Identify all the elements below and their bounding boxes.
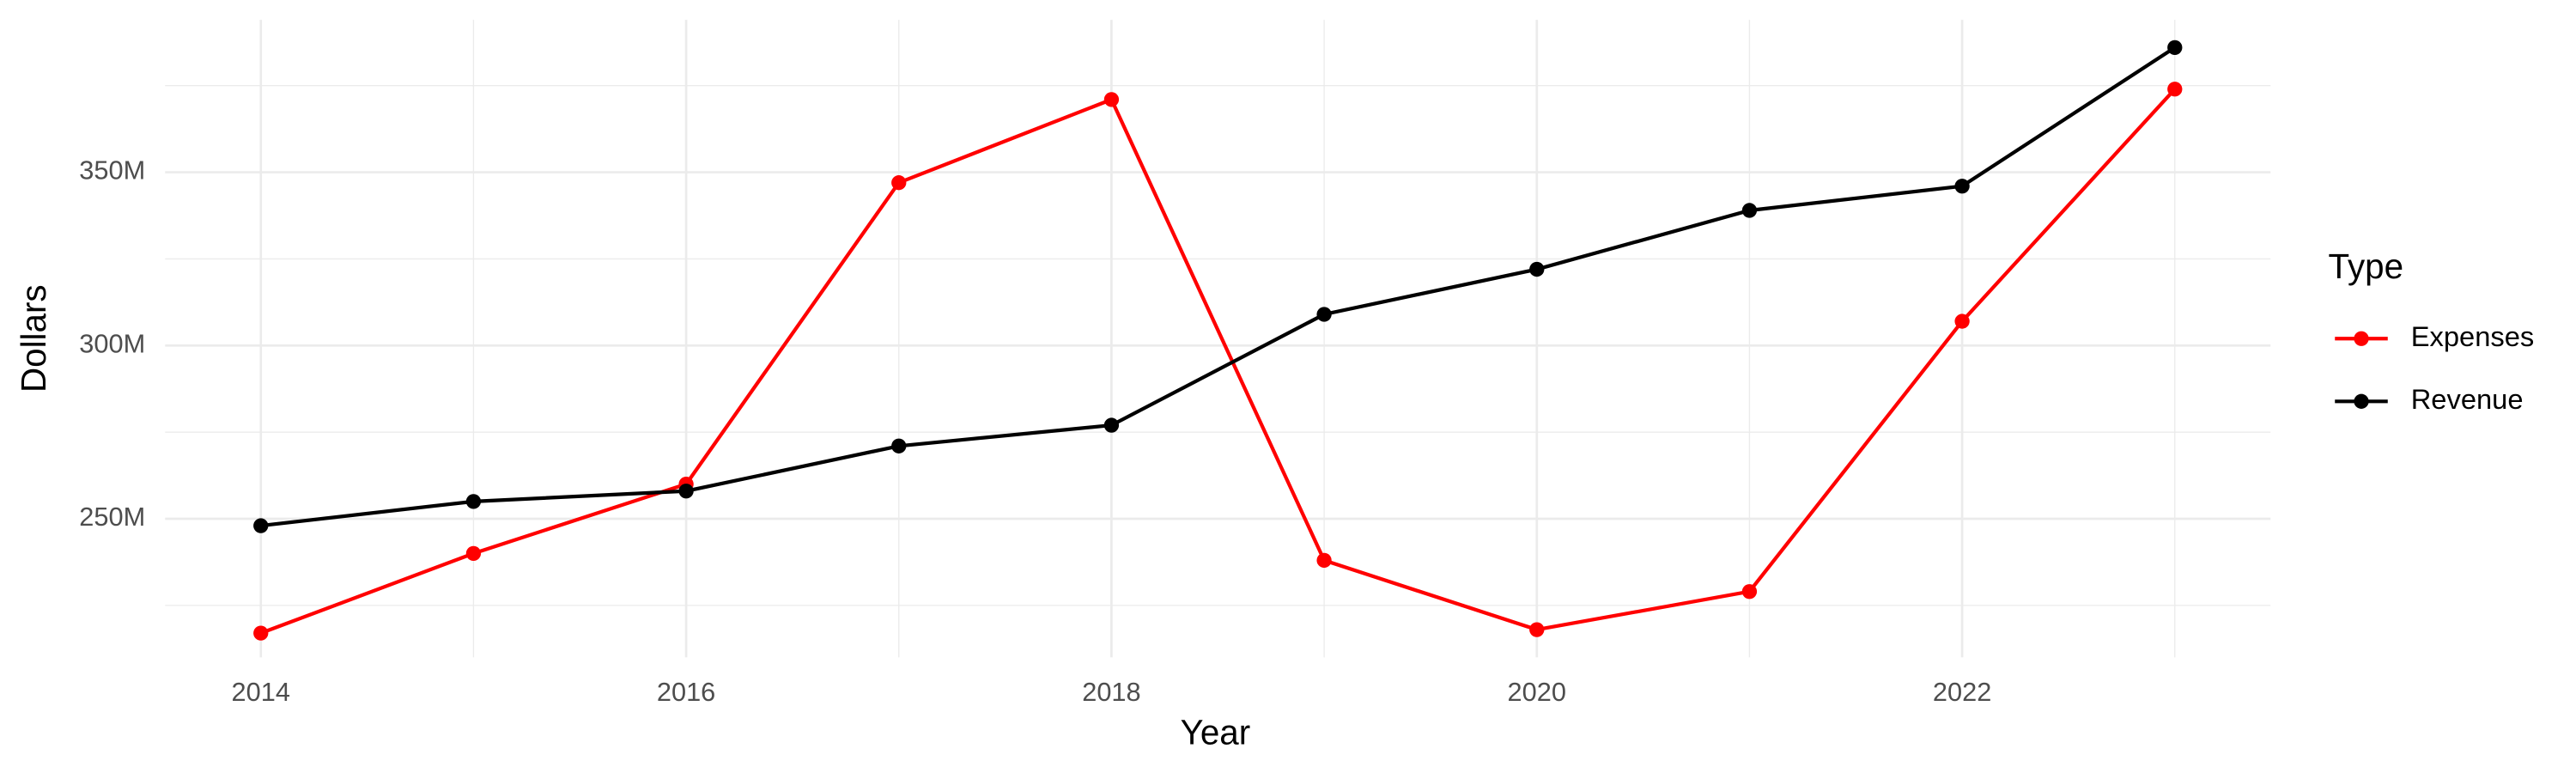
- data-point: [465, 545, 482, 562]
- data-point: [1316, 307, 1332, 322]
- data-point: [891, 175, 907, 191]
- legend-label: Revenue: [2411, 383, 2524, 415]
- data-point: [891, 438, 907, 453]
- data-point: [1741, 203, 1758, 218]
- data-point: [1529, 622, 1545, 637]
- data-point: [678, 484, 694, 499]
- y-axis-title: Dollars: [14, 284, 53, 393]
- data-point: [2167, 40, 2183, 56]
- y-tick-label: 250M: [79, 502, 145, 532]
- data-point: [1741, 584, 1758, 600]
- legend-title: Type: [2329, 247, 2404, 286]
- series-line: [260, 46, 2176, 528]
- x-axis-title: Year: [1181, 712, 1251, 752]
- x-tick-label: 2018: [1082, 677, 1140, 707]
- x-tick-label: 2014: [232, 677, 290, 707]
- data-point: [1316, 552, 1332, 569]
- data-point: [1103, 417, 1120, 433]
- data-point: [253, 625, 269, 641]
- x-tick-label: 2016: [657, 677, 715, 707]
- data-point: [2167, 82, 2183, 97]
- data-point: [1954, 179, 1970, 194]
- data-point: [1954, 313, 1970, 329]
- data-point: [1103, 92, 1120, 107]
- legend-label: Expenses: [2411, 320, 2535, 352]
- y-tick-label: 350M: [79, 155, 145, 186]
- legend-marker: [2354, 393, 2369, 409]
- x-tick-label: 2022: [1933, 677, 1991, 707]
- data-point: [1529, 261, 1545, 277]
- y-tick-label: 300M: [79, 328, 145, 358]
- x-tick-label: 2020: [1508, 677, 1566, 707]
- data-point: [465, 494, 482, 509]
- data-point: [253, 518, 269, 533]
- series-line: [260, 88, 2177, 636]
- legend-marker: [2354, 331, 2369, 346]
